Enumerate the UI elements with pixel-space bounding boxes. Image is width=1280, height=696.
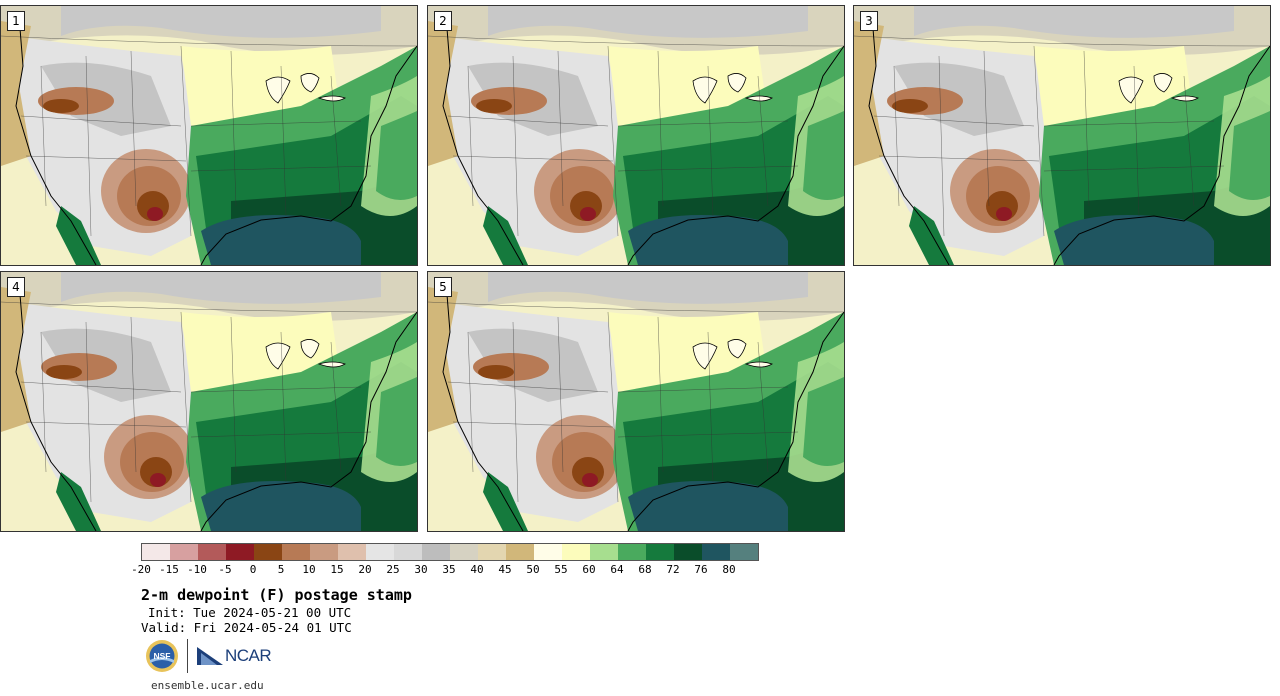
dewpoint-map bbox=[1, 6, 417, 265]
nsf-logo: NSF bbox=[146, 640, 178, 672]
colorbar-tick-label: -10 bbox=[187, 563, 207, 576]
colorbar-tick-label: 45 bbox=[498, 563, 512, 576]
dewpoint-map bbox=[428, 6, 844, 265]
colorbar-tick-label: 72 bbox=[666, 563, 680, 576]
colorbar-tick-label: 0 bbox=[249, 563, 257, 576]
colorbar-tick-label: 55 bbox=[554, 563, 568, 576]
member-number-badge: 2 bbox=[434, 11, 452, 31]
ncar-logo: NCAR bbox=[197, 645, 272, 667]
map-panel: 1 bbox=[0, 5, 418, 266]
colorbar-segment bbox=[702, 544, 730, 560]
colorbar-segment bbox=[562, 544, 590, 560]
colorbar-segment bbox=[394, 544, 422, 560]
member-number-badge: 4 bbox=[7, 277, 25, 297]
colorbar-tick-label: 50 bbox=[526, 563, 540, 576]
colorbar-tick-label: 25 bbox=[386, 563, 400, 576]
member-number-badge: 5 bbox=[434, 277, 452, 297]
valid-time: Valid: Fri 2024-05-24 01 UTC bbox=[141, 620, 352, 635]
colorbar-segment bbox=[310, 544, 338, 560]
colorbar-tick-label: 68 bbox=[638, 563, 652, 576]
map-panel: 3 bbox=[853, 5, 1271, 266]
colorbar-segment bbox=[254, 544, 282, 560]
dewpoint-map bbox=[854, 6, 1270, 265]
map-panel: 2 bbox=[427, 5, 845, 266]
colorbar-segment bbox=[422, 544, 450, 560]
ncar-wordmark: NCAR bbox=[225, 646, 272, 665]
dewpoint-map bbox=[1, 272, 417, 531]
colorbar-tick-label: 80 bbox=[722, 563, 736, 576]
colorbar-segment bbox=[618, 544, 646, 560]
colorbar-segment bbox=[450, 544, 478, 560]
member-number-badge: 1 bbox=[7, 11, 25, 31]
dewpoint-map bbox=[428, 272, 844, 531]
colorbar-tick-label: 5 bbox=[277, 563, 285, 576]
colorbar-tick-label: -5 bbox=[218, 563, 232, 576]
svg-text:NSF: NSF bbox=[154, 651, 171, 661]
colorbar-segment bbox=[506, 544, 534, 560]
colorbar-segment bbox=[282, 544, 310, 560]
colorbar-tick-label: 64 bbox=[610, 563, 624, 576]
colorbar bbox=[141, 543, 759, 561]
colorbar-segment bbox=[478, 544, 506, 560]
init-time: Init: Tue 2024-05-21 00 UTC bbox=[148, 605, 352, 620]
colorbar-segment bbox=[226, 544, 254, 560]
logo-divider bbox=[187, 639, 188, 673]
logo-row: NSF NCAR bbox=[145, 638, 272, 674]
colorbar-ticks: -20 -15 -10 -5 0 5 10 15 20 25 30 35 40 45 50 55 60 64 68 7… bbox=[131, 563, 757, 577]
member-number-badge: 3 bbox=[860, 11, 878, 31]
colorbar-tick-label: -20 bbox=[131, 563, 151, 576]
colorbar-tick-label: 35 bbox=[442, 563, 456, 576]
colorbar-tick-label: -15 bbox=[159, 563, 179, 576]
colorbar-segment bbox=[590, 544, 618, 560]
colorbar-segment bbox=[198, 544, 226, 560]
colorbar-segment bbox=[674, 544, 702, 560]
colorbar-tick-label: 10 bbox=[302, 563, 316, 576]
colorbar-tick-label: 76 bbox=[694, 563, 708, 576]
colorbar-segment bbox=[730, 544, 758, 560]
map-panel: 5 bbox=[427, 271, 845, 532]
colorbar-tick-label: 20 bbox=[358, 563, 372, 576]
site-url: ensemble.ucar.edu bbox=[151, 679, 264, 692]
chart-title: 2-m dewpoint (F) postage stamp bbox=[141, 586, 412, 604]
colorbar-segment bbox=[142, 544, 170, 560]
map-panel: 4 bbox=[0, 271, 418, 532]
colorbar-segment bbox=[366, 544, 394, 560]
colorbar-tick-label: 60 bbox=[582, 563, 596, 576]
colorbar-tick-label: 40 bbox=[470, 563, 484, 576]
colorbar-segment bbox=[338, 544, 366, 560]
colorbar-segment bbox=[646, 544, 674, 560]
colorbar-segment bbox=[534, 544, 562, 560]
colorbar-segment bbox=[170, 544, 198, 560]
colorbar-tick-label: 15 bbox=[330, 563, 344, 576]
ncar-emblem-icon bbox=[197, 647, 223, 665]
colorbar-tick-label: 30 bbox=[414, 563, 428, 576]
